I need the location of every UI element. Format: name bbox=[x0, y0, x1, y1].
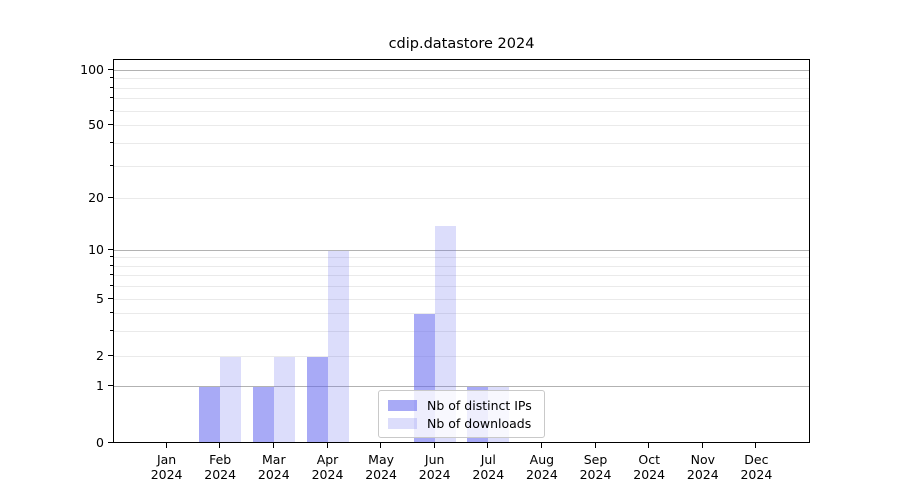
y-minortick-mark-80 bbox=[110, 86, 113, 88]
y-tick-label-100: 100 bbox=[80, 62, 104, 77]
y-tick-label-5: 5 bbox=[96, 290, 104, 306]
y-tick-mark-5 bbox=[108, 297, 113, 299]
legend-swatch-downloads bbox=[388, 417, 417, 429]
y-minortick-mark-90 bbox=[110, 77, 113, 79]
y-tick-mark-10 bbox=[108, 248, 113, 250]
x-tick-mark-sep bbox=[594, 443, 596, 448]
x-tick-mark-nov bbox=[701, 443, 703, 448]
y-tick-label-0: 0 bbox=[96, 435, 104, 450]
gridline-major-1 bbox=[114, 386, 809, 388]
gridline-minor-2 bbox=[114, 356, 809, 358]
x-tick-mark-mar bbox=[272, 443, 274, 448]
y-minortick-mark-70 bbox=[110, 97, 113, 99]
plot-area bbox=[113, 59, 810, 443]
x-tick-label-sep: Sep 2024 bbox=[579, 452, 612, 482]
gridline-minor-50 bbox=[114, 124, 809, 126]
y-minortick-mark-60 bbox=[110, 109, 113, 111]
gridline-minor-60 bbox=[114, 110, 809, 112]
y-minortick-mark-40 bbox=[110, 141, 113, 143]
x-tick-mark-jan bbox=[165, 443, 167, 448]
x-tick-label-nov: Nov 2024 bbox=[686, 452, 719, 482]
bar-nb-of-distinct-ips-mar bbox=[252, 387, 274, 442]
y-minortick-mark-4 bbox=[110, 311, 113, 313]
y-tick-label-2: 2 bbox=[96, 348, 104, 364]
gridline-minor-70 bbox=[114, 98, 809, 100]
x-tick-mark-may bbox=[380, 443, 382, 448]
legend-item-downloads: Nb of downloads bbox=[388, 416, 544, 431]
gridline-minor-80 bbox=[114, 87, 809, 89]
y-tick-label-50: 50 bbox=[88, 116, 104, 132]
x-tick-label-jan: Jan 2024 bbox=[150, 452, 183, 482]
x-tick-label-jun: Jun 2024 bbox=[418, 452, 451, 482]
legend: Nb of distinct IPs Nb of downloads bbox=[378, 390, 545, 438]
gridline-minor-9 bbox=[114, 257, 809, 259]
x-tick-label-may: May 2024 bbox=[365, 452, 397, 482]
gridline-minor-90 bbox=[114, 78, 809, 80]
x-tick-label-mar: Mar 2024 bbox=[257, 452, 290, 482]
y-tick-mark-20 bbox=[108, 196, 113, 198]
x-tick-mark-dec bbox=[755, 443, 757, 448]
x-tick-label-apr: Apr 2024 bbox=[311, 452, 344, 482]
x-tick-label-dec: Dec 2024 bbox=[740, 452, 773, 482]
x-tick-mark-jun bbox=[433, 443, 435, 448]
gridline-minor-7 bbox=[114, 275, 809, 276]
y-minortick-mark-9 bbox=[110, 256, 113, 258]
y-minortick-mark-3 bbox=[110, 329, 113, 331]
y-tick-label-1: 1 bbox=[96, 378, 104, 394]
gridline-minor-6 bbox=[114, 285, 809, 287]
y-tick-mark-2 bbox=[108, 355, 113, 357]
gridline-minor-40 bbox=[114, 142, 809, 144]
x-tick-label-feb: Feb 2024 bbox=[204, 452, 237, 482]
bar-nb-of-downloads-feb bbox=[220, 357, 242, 442]
legend-item-distinct-ips: Nb of distinct IPs bbox=[388, 398, 544, 413]
gridline-minor-20 bbox=[114, 197, 809, 199]
legend-label-distinct-ips: Nb of distinct IPs bbox=[427, 397, 532, 413]
y-tick-label-10: 10 bbox=[88, 241, 104, 257]
x-tick-mark-apr bbox=[326, 443, 328, 448]
x-tick-label-aug: Aug 2024 bbox=[525, 452, 558, 482]
bar-nb-of-distinct-ips-apr bbox=[306, 357, 328, 442]
bar-nb-of-downloads-jun bbox=[434, 225, 456, 442]
legend-swatch-distinct-ips bbox=[388, 399, 417, 411]
bar-nb-of-distinct-ips-feb bbox=[199, 387, 221, 442]
x-tick-label-jul: Jul 2024 bbox=[472, 452, 505, 482]
gridline-minor-4 bbox=[114, 312, 809, 314]
y-minortick-mark-7 bbox=[110, 274, 113, 275]
gridline-major-100 bbox=[114, 70, 809, 71]
gridline-major-10 bbox=[114, 249, 809, 251]
legend-label-downloads: Nb of downloads bbox=[427, 415, 532, 431]
x-tick-mark-oct bbox=[648, 443, 650, 448]
y-minortick-mark-6 bbox=[110, 284, 113, 286]
bar-nb-of-downloads-apr bbox=[327, 250, 349, 442]
bar-nb-of-downloads-mar bbox=[273, 357, 295, 442]
y-tick-mark-0 bbox=[108, 442, 113, 443]
gridline-minor-8 bbox=[114, 265, 809, 267]
x-tick-label-oct: Oct 2024 bbox=[633, 452, 666, 482]
x-tick-mark-jul bbox=[487, 443, 489, 448]
y-tick-label-20: 20 bbox=[88, 189, 104, 205]
x-tick-mark-aug bbox=[540, 443, 542, 448]
chart-title: cdip.datastore 2024 bbox=[388, 36, 535, 52]
y-minortick-mark-30 bbox=[110, 164, 113, 166]
x-tick-mark-feb bbox=[219, 443, 221, 448]
gridline-minor-3 bbox=[114, 330, 809, 332]
gridline-minor-5 bbox=[114, 298, 809, 300]
y-tick-mark-1 bbox=[108, 385, 113, 387]
y-minortick-mark-8 bbox=[110, 264, 113, 266]
y-tick-mark-50 bbox=[108, 123, 113, 125]
gridline-minor-30 bbox=[114, 165, 809, 167]
y-tick-mark-100 bbox=[108, 69, 113, 70]
